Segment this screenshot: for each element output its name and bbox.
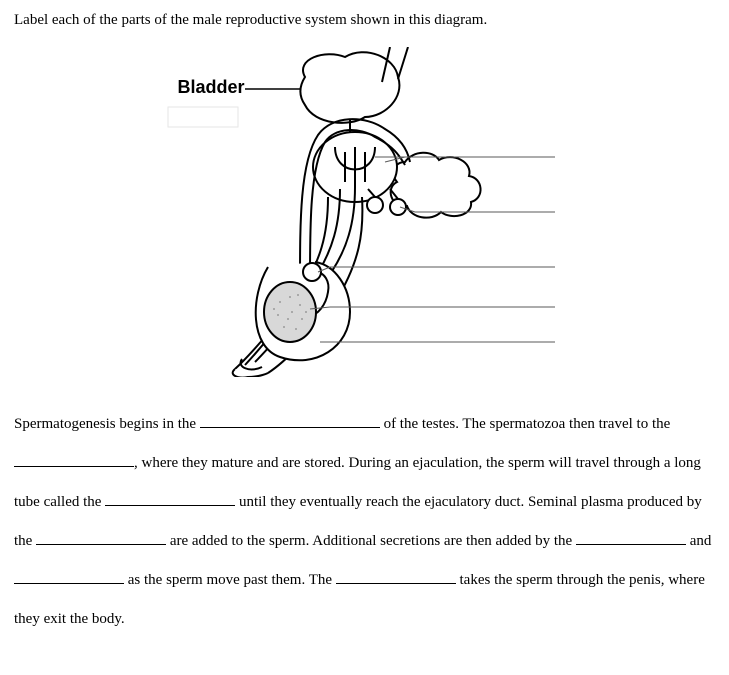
text-8: are added to the sperm. Additional secre… — [166, 533, 531, 549]
blank-6[interactable] — [14, 568, 124, 584]
instruction-text: Label each of the parts of the male repr… — [14, 12, 715, 29]
bladder-label: Bladder — [178, 77, 245, 98]
text-2: of the testes. The spermatozoa then trav… — [380, 416, 648, 432]
blank-7[interactable] — [336, 568, 456, 584]
anatomy-diagram: Bladder — [150, 47, 580, 377]
text-9: by the — [535, 533, 576, 549]
blank-4[interactable] — [36, 529, 166, 545]
diagram-container: Bladder — [14, 47, 715, 377]
blank-3[interactable] — [105, 490, 235, 506]
text-1: Spermatogenesis begins in the — [14, 416, 200, 432]
text-4: , where they mature and are stored. Duri… — [134, 455, 610, 471]
blank-5[interactable] — [576, 529, 686, 545]
text-10: and — [686, 533, 711, 549]
text-6: until they eventually reach the ejaculat… — [235, 494, 577, 510]
fill-in-paragraph: Spermatogenesis begins in the of the tes… — [14, 405, 715, 639]
blank-1[interactable] — [200, 412, 380, 428]
blank-2[interactable] — [14, 451, 134, 467]
text-11: as the sperm move past them. The — [124, 572, 336, 588]
text-3: the — [652, 416, 670, 432]
